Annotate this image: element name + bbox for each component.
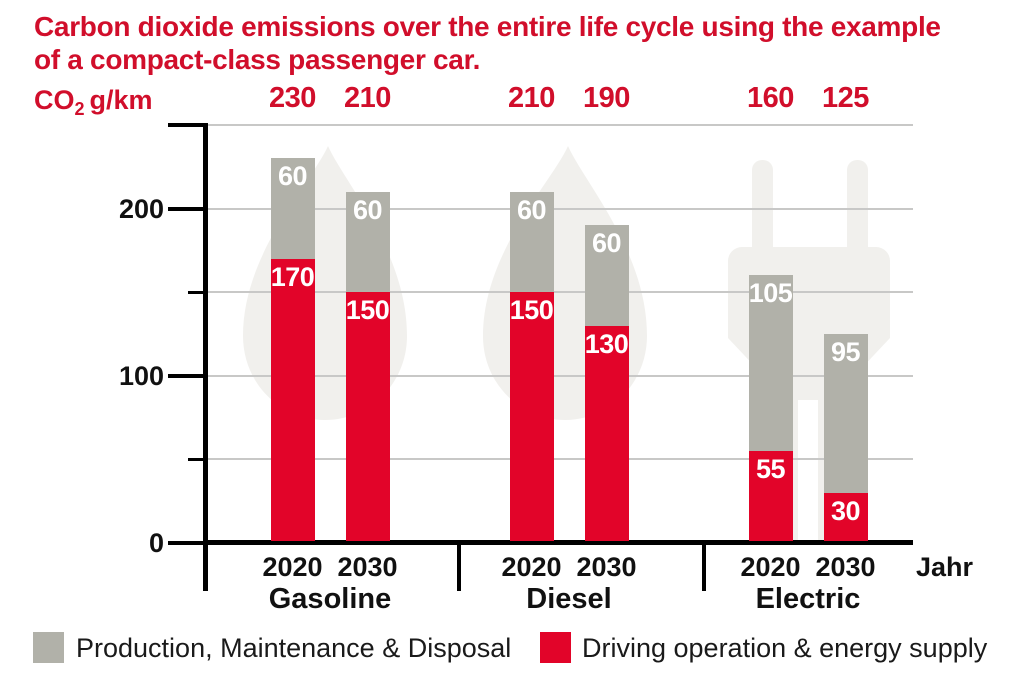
bar-total-diesel-2030: 190 xyxy=(583,82,630,114)
year-label-electric-2030: 2030 xyxy=(815,552,876,582)
year-label-electric-2020: 2020 xyxy=(740,552,801,582)
bar-segment-production-electric-2030: 95 xyxy=(823,334,868,493)
group-label-gasoline: Gasoline xyxy=(268,583,392,615)
y-major-tick-100 xyxy=(168,373,207,378)
group-label-diesel: Diesel xyxy=(526,583,612,615)
bar-segment-production-diesel-2030: 60 xyxy=(584,225,629,326)
bar-segment-driving-electric-2020: 55 xyxy=(748,451,793,541)
year-label-gasoline-2030: 2030 xyxy=(337,552,398,582)
y-axis-line xyxy=(203,123,208,591)
bar-total-gasoline-2030: 210 xyxy=(344,82,391,114)
bar-value-label: 105 xyxy=(748,278,793,309)
legend-swatch-production xyxy=(33,632,64,663)
bar-value-label: 60 xyxy=(277,161,308,192)
unit-suffix: g/km xyxy=(89,85,153,115)
bar-value-label: 130 xyxy=(584,328,629,359)
legend-label-driving: Driving operation & energy supply xyxy=(582,633,988,663)
bar-value-label: 55 xyxy=(755,454,786,485)
y-major-tick-200 xyxy=(168,206,207,211)
bar-value-label: 150 xyxy=(509,295,554,326)
bar-value-label: 150 xyxy=(345,295,390,326)
bar-total-electric-2020: 160 xyxy=(747,82,794,114)
gridline-50 xyxy=(207,458,913,461)
y-major-tick-250 xyxy=(168,123,207,127)
bar-value-label: 60 xyxy=(591,228,622,259)
y-minor-tick-150 xyxy=(188,290,207,294)
bar-value-label: 95 xyxy=(830,337,861,367)
unit-subscript: 2 xyxy=(74,99,85,119)
x-axis-line xyxy=(203,540,913,545)
y-major-tick-0 xyxy=(168,541,207,545)
year-label-diesel-2020: 2020 xyxy=(501,552,562,582)
bar-value-label: 30 xyxy=(830,495,861,526)
chart-title-line-2: of a compact-class passenger car. xyxy=(34,44,481,75)
y-axis-unit-label: CO2 g/km xyxy=(34,85,153,119)
bar-total-diesel-2020: 210 xyxy=(508,82,555,114)
bar-segment-driving-electric-2030: 30 xyxy=(823,492,868,541)
bar-value-label: 60 xyxy=(352,194,383,225)
group-separator-0 xyxy=(457,543,461,591)
gridline-250 xyxy=(207,124,913,126)
group-separator-1 xyxy=(702,543,706,591)
chart-title: Carbon dioxide emissions over the entire… xyxy=(34,10,941,76)
y-tick-label-100: 100 xyxy=(118,360,164,391)
bar-segment-production-gasoline-2020: 60 xyxy=(270,158,315,259)
year-label-diesel-2030: 2030 xyxy=(576,552,637,582)
bar-segment-driving-diesel-2030: 130 xyxy=(584,325,629,541)
y-tick-label-200: 200 xyxy=(118,193,164,224)
bar-segment-driving-gasoline-2020: 170 xyxy=(270,258,315,541)
gridline-100 xyxy=(207,374,913,377)
bar-segment-production-diesel-2020: 60 xyxy=(509,191,554,293)
y-tick-label-0: 0 xyxy=(148,528,164,558)
legend: Production, Maintenance & Disposal Drivi… xyxy=(0,628,1024,670)
bar-total-electric-2030: 125 xyxy=(822,82,869,114)
year-label-gasoline-2020: 2020 xyxy=(262,552,323,582)
bar-total-gasoline-2020: 230 xyxy=(269,82,316,114)
x-axis-label: Jahr xyxy=(916,552,974,582)
gridline-200 xyxy=(207,207,913,210)
bar-segment-production-electric-2020: 105 xyxy=(748,275,793,452)
unit-prefix: CO xyxy=(34,85,75,115)
chart-title-line-1: Carbon dioxide emissions over the entire… xyxy=(34,11,941,42)
group-label-electric: Electric xyxy=(755,583,861,615)
bar-value-label: 170 xyxy=(270,261,315,292)
bar-segment-driving-gasoline-2030: 150 xyxy=(345,292,390,541)
gridline-150 xyxy=(207,291,913,294)
y-minor-tick-50 xyxy=(188,457,207,461)
bar-value-label: 60 xyxy=(516,194,547,225)
legend-label-production: Production, Maintenance & Disposal xyxy=(76,633,512,663)
bar-segment-driving-diesel-2020: 150 xyxy=(509,292,554,541)
legend-swatch-driving xyxy=(540,632,571,663)
bar-segment-production-gasoline-2030: 60 xyxy=(345,191,390,293)
